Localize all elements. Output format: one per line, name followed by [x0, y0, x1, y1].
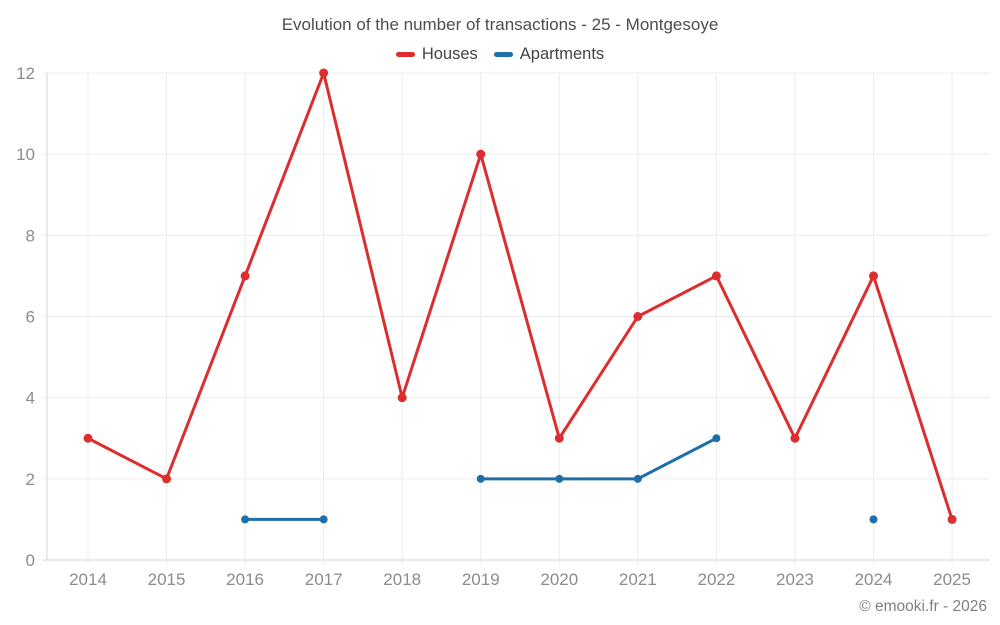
data-point-apartments[interactable]	[241, 515, 250, 524]
data-point-houses[interactable]	[476, 149, 486, 159]
chart-title: Evolution of the number of transactions …	[281, 15, 719, 34]
x-axis-tick-label: 2014	[69, 570, 107, 589]
data-point-apartments[interactable]	[319, 515, 328, 524]
data-point-houses[interactable]	[319, 68, 329, 78]
y-axis-tick-label: 4	[26, 389, 35, 408]
legend-label-apartments: Apartments	[519, 45, 605, 63]
series-line-houses	[86, 71, 954, 521]
y-axis-tick-label: 0	[26, 551, 35, 570]
x-axis-tick-label: 2022	[697, 570, 735, 589]
data-point-houses[interactable]	[711, 271, 721, 281]
legend-label-houses: Houses	[421, 45, 478, 63]
y-axis-tick-label: 6	[26, 308, 35, 327]
x-axis-tick-label: 2019	[462, 570, 500, 589]
data-point-houses[interactable]	[554, 433, 564, 443]
data-point-houses[interactable]	[790, 433, 800, 443]
watermark-credit: © emooki.fr - 2026	[859, 598, 987, 615]
data-point-apartments[interactable]	[633, 474, 642, 483]
x-axis-tick-label: 2018	[383, 570, 421, 589]
data-point-apartments[interactable]	[555, 474, 564, 483]
x-axis-tick-label: 2024	[855, 570, 893, 589]
data-point-apartments[interactable]	[476, 474, 485, 483]
x-axis-tick-label: 2023	[776, 570, 814, 589]
data-point-houses[interactable]	[947, 514, 957, 524]
y-axis-tick-label: 10	[16, 145, 35, 164]
data-point-houses[interactable]	[633, 312, 643, 321]
x-axis-tick-label: 2015	[148, 570, 186, 589]
data-point-apartments[interactable]	[712, 434, 721, 443]
houses-series-swatch-icon	[395, 52, 415, 57]
y-axis-tick-label: 12	[16, 64, 35, 83]
legend-item-apartments[interactable]: Apartments	[493, 45, 605, 64]
data-point-houses[interactable]	[162, 474, 172, 484]
chart-legend: Houses Apartments	[0, 45, 1000, 64]
x-axis-tick-label: 2017	[305, 570, 343, 589]
data-point-houses[interactable]	[869, 271, 878, 281]
x-axis-tick-label: 2016	[226, 570, 264, 589]
series-line-apartments	[479, 436, 718, 481]
data-point-houses[interactable]	[83, 433, 93, 443]
x-axis-tick-label: 2021	[619, 570, 657, 589]
x-axis-tick-label: 2025	[933, 570, 971, 589]
y-axis-tick-label: 2	[26, 470, 35, 489]
data-point-apartments[interactable]	[869, 515, 878, 524]
data-point-houses[interactable]	[240, 271, 250, 281]
x-axis-tick-label: 2020	[540, 570, 578, 589]
apartments-series-swatch-icon	[493, 52, 513, 57]
legend-item-houses[interactable]: Houses	[395, 45, 478, 64]
data-point-houses[interactable]	[397, 393, 407, 403]
y-axis-tick-label: 8	[26, 226, 35, 245]
